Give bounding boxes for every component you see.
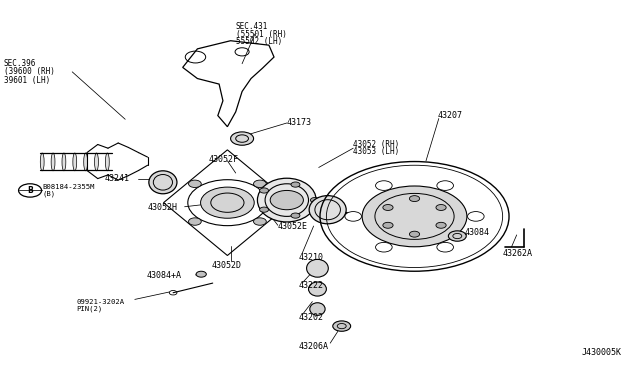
Ellipse shape [95, 153, 99, 171]
Ellipse shape [307, 259, 328, 277]
Text: 43207: 43207 [438, 111, 463, 120]
Text: 43173: 43173 [287, 118, 312, 127]
Text: 09921-3202A: 09921-3202A [76, 299, 124, 305]
Circle shape [437, 181, 454, 190]
Circle shape [189, 180, 201, 187]
Circle shape [376, 181, 392, 190]
Circle shape [253, 180, 266, 187]
Circle shape [437, 243, 454, 252]
Circle shape [260, 207, 269, 212]
Ellipse shape [62, 153, 66, 171]
Text: SEC.431: SEC.431 [236, 22, 268, 31]
Circle shape [436, 222, 446, 228]
Text: (39600 (RH): (39600 (RH) [4, 67, 55, 76]
Text: 43206A: 43206A [299, 341, 329, 350]
Text: 43052F: 43052F [208, 155, 238, 164]
Ellipse shape [84, 153, 88, 171]
Text: 43210: 43210 [299, 253, 324, 262]
Circle shape [333, 321, 351, 331]
Circle shape [383, 205, 393, 211]
Circle shape [253, 218, 266, 225]
Circle shape [230, 132, 253, 145]
Circle shape [291, 213, 300, 218]
Circle shape [449, 231, 467, 241]
Circle shape [383, 222, 393, 228]
Ellipse shape [40, 153, 44, 171]
Ellipse shape [257, 178, 316, 222]
Circle shape [376, 243, 392, 252]
Text: 43052E: 43052E [278, 222, 308, 231]
Text: 43202: 43202 [299, 313, 324, 322]
Text: 43053 (LH): 43053 (LH) [353, 147, 399, 155]
Text: B08184-2355M: B08184-2355M [43, 185, 95, 190]
Circle shape [189, 218, 201, 225]
Text: 43084: 43084 [465, 228, 490, 237]
Circle shape [345, 212, 362, 221]
Ellipse shape [309, 196, 346, 224]
Text: 43222: 43222 [299, 281, 324, 290]
Text: SEC.396: SEC.396 [4, 59, 36, 68]
Ellipse shape [51, 153, 55, 171]
Text: J430005K: J430005K [581, 348, 621, 357]
Text: 43052 (RH): 43052 (RH) [353, 140, 399, 149]
Ellipse shape [308, 282, 326, 296]
Text: PIN(2): PIN(2) [76, 305, 102, 312]
Circle shape [200, 187, 254, 218]
Text: (B): (B) [43, 191, 56, 198]
Circle shape [436, 205, 446, 211]
Circle shape [291, 182, 300, 187]
Text: 55502 (LH): 55502 (LH) [236, 37, 282, 46]
Text: 43052D: 43052D [211, 261, 241, 270]
Text: 43241: 43241 [104, 174, 129, 183]
Text: 43052H: 43052H [148, 203, 177, 212]
Ellipse shape [106, 153, 109, 171]
Ellipse shape [73, 153, 77, 171]
Ellipse shape [149, 171, 177, 194]
Text: B: B [27, 186, 33, 195]
Circle shape [270, 190, 303, 210]
Circle shape [362, 186, 467, 247]
Circle shape [410, 231, 420, 237]
Circle shape [310, 198, 319, 203]
Circle shape [467, 212, 484, 221]
Text: (55501 (RH): (55501 (RH) [236, 29, 287, 39]
Text: 43084+A: 43084+A [147, 271, 181, 280]
Circle shape [410, 196, 420, 202]
Text: 39601 (LH): 39601 (LH) [4, 76, 50, 84]
Circle shape [196, 271, 206, 277]
Text: 43262A: 43262A [502, 249, 532, 258]
Ellipse shape [310, 303, 325, 315]
Circle shape [260, 188, 269, 193]
